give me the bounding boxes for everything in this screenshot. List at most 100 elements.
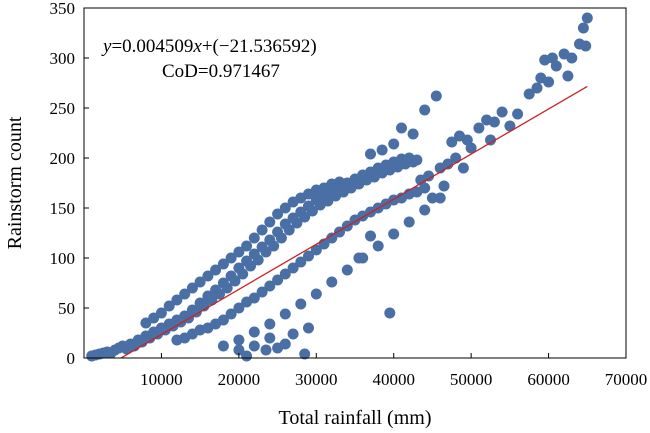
fit-equation: y=0.004509x+(−21.536592): [101, 36, 317, 57]
data-point: [326, 232, 338, 244]
data-point: [241, 240, 253, 252]
data-point: [275, 232, 287, 244]
y-tick-label: 50: [58, 299, 75, 318]
data-point: [310, 288, 322, 300]
x-tick-label: 10000: [140, 370, 183, 389]
data-point: [512, 108, 524, 120]
data-point: [577, 22, 589, 34]
data-point: [473, 122, 485, 134]
data-point: [384, 307, 396, 319]
data-point: [264, 318, 276, 330]
data-point: [353, 252, 365, 264]
data-point: [233, 302, 245, 314]
data-point: [485, 134, 496, 146]
data-point: [206, 294, 218, 306]
data-point: [190, 306, 202, 318]
data-point: [229, 275, 241, 287]
data-point: [217, 340, 229, 352]
fit-line: [120, 85, 588, 359]
data-point: [376, 144, 388, 156]
data-point: [438, 180, 450, 192]
data-point: [245, 260, 256, 272]
data-point: [446, 136, 458, 148]
data-point: [272, 342, 284, 354]
data-point: [403, 216, 415, 228]
data-point: [268, 240, 280, 252]
x-tick-label: 60000: [527, 370, 570, 389]
data-point: [140, 317, 152, 329]
data-point: [283, 224, 295, 236]
data-point: [504, 120, 516, 132]
data-point: [225, 308, 237, 320]
data-point: [372, 240, 384, 252]
data-point: [221, 282, 233, 294]
data-point: [248, 326, 260, 338]
plot-frame: [83, 7, 627, 359]
data-point: [260, 344, 272, 356]
data-point: [326, 276, 338, 288]
data-point: [264, 280, 276, 292]
data-point: [272, 274, 284, 286]
data-point: [210, 264, 222, 276]
data-point: [237, 268, 249, 280]
data-point: [299, 348, 311, 360]
data-point: [365, 148, 376, 160]
data-point: [430, 90, 442, 102]
data-point: [580, 40, 592, 52]
data-point: [233, 246, 245, 258]
y-tick-label: 200: [50, 149, 76, 168]
y-tick-label: 0: [67, 349, 76, 368]
data-point: [264, 216, 276, 228]
x-tick-label: 50000: [450, 370, 493, 389]
data-point: [194, 276, 206, 288]
y-tick-label: 300: [50, 49, 76, 68]
data-point: [248, 232, 260, 244]
data-point: [279, 202, 291, 214]
data-point: [202, 270, 214, 282]
data-point: [419, 204, 431, 216]
data-point: [252, 254, 264, 266]
data-point: [407, 128, 419, 140]
data-point: [465, 142, 477, 154]
x-tick-label: 30000: [295, 370, 338, 389]
x-axis-label: Total rainfall (mm): [279, 407, 432, 429]
data-point: [488, 116, 500, 128]
data-point: [562, 70, 574, 82]
data-point: [299, 211, 311, 223]
y-tick-label: 150: [50, 199, 76, 218]
data-point: [248, 340, 260, 352]
points-layer: [86, 12, 593, 362]
data-point: [419, 104, 431, 116]
data-point: [233, 334, 245, 346]
cod-label: CoD=0.971467: [162, 61, 280, 82]
data-point: [450, 152, 462, 164]
data-point: [310, 244, 322, 256]
data-point: [217, 258, 229, 270]
data-point: [233, 344, 245, 356]
data-point: [295, 256, 307, 268]
data-point: [248, 292, 260, 304]
data-point: [496, 106, 508, 118]
y-tick-label: 100: [50, 249, 76, 268]
data-point: [415, 174, 427, 186]
data-point: [306, 205, 318, 217]
data-point: [434, 192, 446, 204]
data-point: [295, 298, 307, 310]
data-point: [264, 332, 276, 344]
data-point: [214, 288, 225, 300]
data-point: [531, 82, 543, 94]
y-axis: 0 50 100 150 200 250 300 350: [50, 0, 89, 368]
data-point: [457, 162, 469, 174]
data-point: [279, 308, 291, 320]
data-point: [287, 262, 299, 274]
data-point: [256, 286, 268, 298]
x-tick-label: 70000: [605, 370, 648, 389]
y-tick-label: 350: [50, 0, 76, 18]
x-tick-label: 20000: [218, 370, 261, 389]
data-point: [256, 224, 268, 236]
data-point: [581, 12, 593, 24]
data-point: [396, 122, 407, 134]
data-point: [341, 264, 353, 276]
data-point: [566, 52, 578, 64]
